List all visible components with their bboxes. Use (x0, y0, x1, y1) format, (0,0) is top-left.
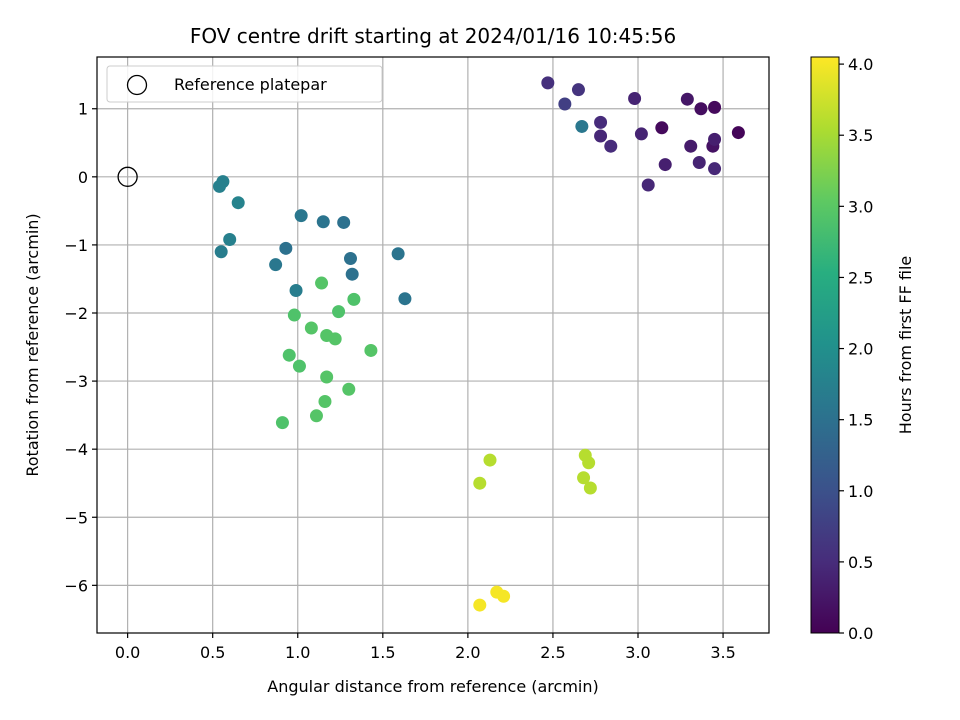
grid-lines (97, 57, 769, 633)
scatter-points (212, 76, 745, 612)
x-tick-label: 0.5 (200, 643, 225, 662)
x-tick-label: 2.5 (540, 643, 565, 662)
data-point (294, 209, 308, 223)
data-point (497, 589, 511, 603)
data-point (275, 416, 289, 430)
y-tick-label: −2 (64, 304, 88, 323)
colorbar-tick-label: 2.0 (848, 340, 873, 359)
colorbar-tick-label: 3.0 (848, 197, 873, 216)
data-point (315, 276, 329, 290)
reference-marker-group (117, 166, 138, 187)
data-point (594, 115, 608, 129)
data-point (337, 215, 351, 229)
colorbar-label: Hours from first FF file (896, 256, 915, 435)
data-point (473, 476, 487, 490)
y-tick-label: −4 (64, 440, 88, 459)
data-point (634, 127, 648, 141)
data-point (628, 92, 642, 106)
x-tick-label: 1.0 (285, 643, 310, 662)
data-point (708, 100, 722, 114)
data-point (680, 92, 694, 106)
data-point (289, 284, 303, 298)
y-tick-label: −1 (64, 236, 88, 255)
colorbar-ticks: 0.0 0.5 1.0 1.5 2.0 2.5 3.0 3.5 4.0 (839, 55, 873, 643)
colorbar-tick-label: 2.5 (848, 268, 873, 287)
legend-label-reference: Reference platepar (174, 75, 327, 94)
y-tick-label: 1 (78, 100, 88, 119)
data-point (655, 121, 669, 135)
data-point (287, 308, 301, 322)
legend: Reference platepar (106, 65, 383, 103)
data-point (577, 471, 591, 485)
x-axis-label: Angular distance from reference (arcmin) (267, 677, 598, 696)
data-point (328, 332, 342, 346)
x-tick-label: 2.0 (455, 643, 480, 662)
data-point (483, 453, 497, 467)
data-point (473, 598, 487, 612)
data-point (658, 158, 672, 172)
colorbar-tick-label: 1.5 (848, 411, 873, 430)
data-point (282, 348, 296, 362)
data-point (594, 129, 608, 143)
data-point (571, 83, 585, 97)
colorbar-tick-label: 1.0 (848, 482, 873, 501)
data-point (342, 382, 356, 396)
data-point (304, 321, 318, 335)
colorbar: 0.0 0.5 1.0 1.5 2.0 2.5 3.0 3.5 4.0 Hours from f… (810, 55, 915, 643)
colorbar-tick-label: 4.0 (848, 55, 873, 74)
y-tick-label: −5 (64, 508, 88, 527)
x-tick-label: 1.5 (370, 643, 395, 662)
data-point (558, 97, 572, 111)
data-point (347, 292, 361, 306)
x-tick-label: 3.5 (710, 643, 735, 662)
data-point (345, 267, 359, 281)
data-point (318, 395, 332, 409)
reference-platepar-marker (117, 166, 138, 187)
data-point (231, 196, 245, 210)
data-point (582, 456, 596, 470)
data-point (364, 343, 378, 357)
data-point (641, 178, 655, 192)
y-tick-label: −3 (64, 372, 88, 391)
data-point (708, 132, 722, 146)
data-point (708, 162, 722, 176)
data-point (604, 139, 618, 153)
data-point (391, 247, 405, 261)
data-point (583, 481, 597, 495)
y-axis-label: Rotation from reference (arcmin) (23, 213, 42, 476)
data-point (269, 258, 283, 272)
plot-frame (96, 56, 770, 634)
x-tick-label: 0.0 (115, 643, 140, 662)
data-point (398, 292, 412, 306)
colorbar-tick-label: 0.5 (848, 553, 873, 572)
data-point (575, 119, 589, 133)
x-axis-ticks: 0.0 0.5 1.0 1.5 2.0 2.5 3.0 3.5 (115, 633, 736, 662)
data-point (684, 139, 698, 153)
legend-box (106, 65, 383, 103)
data-point (731, 126, 745, 140)
data-point (320, 370, 334, 384)
y-tick-label: −6 (64, 576, 88, 595)
data-point (316, 215, 330, 229)
data-point (279, 241, 293, 255)
data-point (694, 102, 708, 116)
colorbar-gradient (810, 56, 840, 634)
colorbar-tick-label: 3.5 (848, 126, 873, 145)
data-point (332, 305, 346, 319)
data-point (223, 232, 237, 246)
y-tick-label: 0 (78, 168, 88, 187)
data-point (292, 359, 306, 373)
data-point (214, 245, 228, 259)
y-axis-ticks: 1 0 −1 −2 −3 −4 −5 −6 (64, 100, 97, 595)
data-point (692, 156, 706, 170)
x-tick-label: 3.0 (625, 643, 650, 662)
colorbar-tick-label: 0.0 (848, 624, 873, 643)
data-point (212, 179, 226, 193)
data-point (309, 409, 323, 423)
data-point (541, 76, 555, 90)
chart-title: FOV centre drift starting at 2024/01/16 … (190, 24, 676, 48)
data-point (343, 252, 357, 266)
legend-marker-reference (126, 74, 148, 96)
